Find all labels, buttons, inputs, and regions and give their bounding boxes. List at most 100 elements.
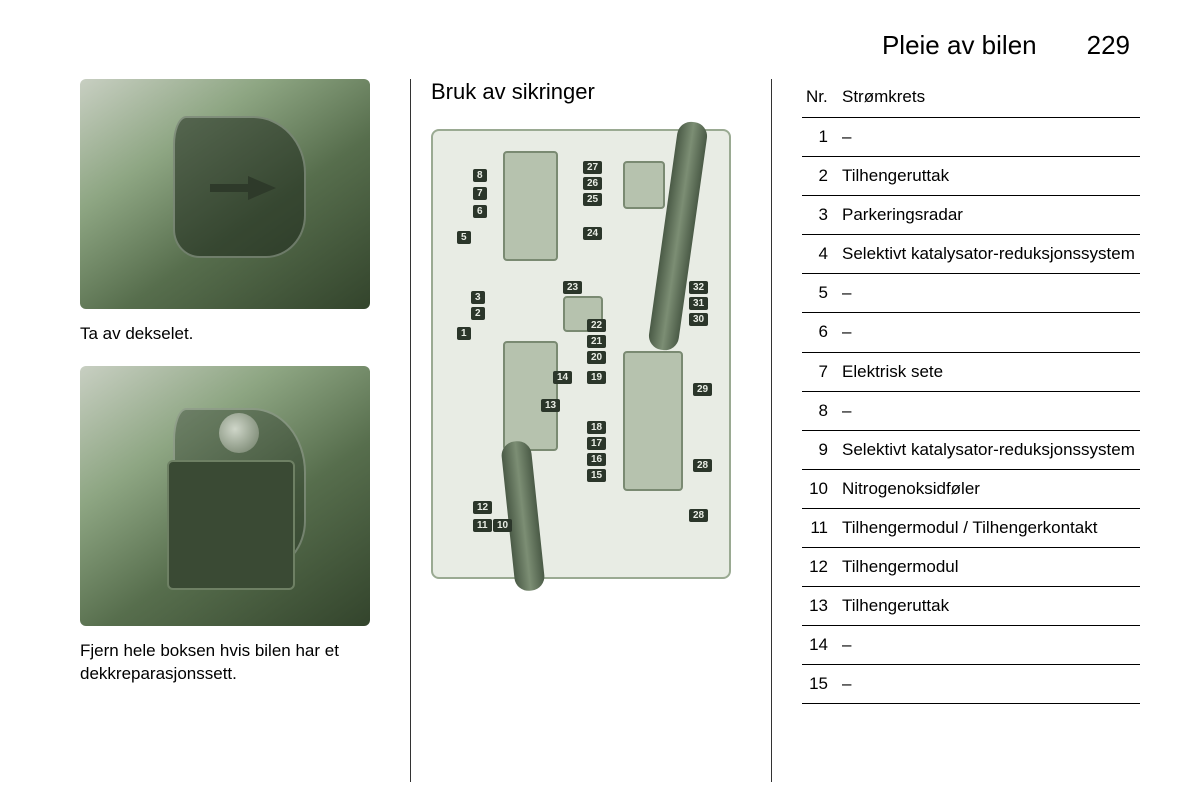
table-row: 15– (802, 665, 1140, 704)
fuse-number-cell: 12 (802, 548, 838, 587)
connector-bottom (503, 341, 558, 451)
fuse-19-label: 20 (587, 351, 606, 364)
table-row: 14– (802, 626, 1140, 665)
table-row: 1– (802, 118, 1140, 157)
fuse-18-label: 19 (587, 371, 606, 384)
knob-icon (219, 413, 259, 453)
relay-block-top (623, 161, 665, 209)
fuse-14-label: 15 (587, 469, 606, 482)
connector-top (503, 151, 558, 261)
fuse-circuit-cell: – (838, 274, 1140, 313)
fuse-number-cell: 15 (802, 665, 838, 704)
box-shape (167, 460, 295, 590)
fuse-circuit-cell: – (838, 665, 1140, 704)
fusebox-diagram: 8 7 6 5 27 26 25 24 3 2 1 23 22 21 20 14… (431, 129, 731, 579)
fuse-31-label: 31 (689, 297, 708, 310)
fuse-8-label: 8 (473, 169, 487, 182)
fuse-1-label: 1 (457, 327, 471, 340)
fuse-23-label: 24 (583, 227, 602, 240)
fuse-circuit-cell: Tilhengeruttak (838, 587, 1140, 626)
table-row: 6– (802, 313, 1140, 352)
connector-right (623, 351, 683, 491)
left-column: Ta av dekselet. Fjern hele boksen hvis b… (80, 79, 410, 782)
fuse-15-label: 16 (587, 453, 606, 466)
table-row: 13Tilhengeruttak (802, 587, 1140, 626)
fuse-number-cell: 1 (802, 118, 838, 157)
fuse-2-label: 2 (471, 307, 485, 320)
fuse-32-label: 32 (689, 281, 708, 294)
fuse-24-label: 25 (583, 193, 602, 206)
fuse-circuit-cell: – (838, 626, 1140, 665)
fuse-number-cell: 7 (802, 352, 838, 391)
fuse-26-label: 27 (583, 161, 602, 174)
table-row: 10Nitrogenoksidføler (802, 469, 1140, 508)
fuse-circuit-cell: Selektivt katalysator-reduksjonssystem (838, 430, 1140, 469)
page-header: Pleie av bilen 229 (80, 30, 1140, 61)
col-header-nr: Nr. (802, 79, 838, 118)
fuse-3-label: 3 (471, 291, 485, 304)
table-row: 9Selektivt katalysator-reduksjonssystem (802, 430, 1140, 469)
fuse-11-label: 12 (473, 501, 492, 514)
fuse-circuit-cell: Elektrisk sete (838, 352, 1140, 391)
fuse-17-label: 18 (587, 421, 606, 434)
fuse-number-cell: 9 (802, 430, 838, 469)
fuse-number-cell: 10 (802, 469, 838, 508)
fuse-27-label: 28 (689, 509, 708, 522)
table-row: 3Parkeringsradar (802, 196, 1140, 235)
fuse-6-label: 6 (473, 205, 487, 218)
fuse-10-label: 11 (473, 519, 492, 532)
fuse-7-label: 7 (473, 187, 487, 200)
fuse-circuit-cell: Tilhengermodul (838, 548, 1140, 587)
fuse-20-label: 21 (587, 335, 606, 348)
arrow-icon (208, 176, 278, 200)
section-heading: Bruk av sikringer (431, 79, 751, 105)
fuse-number-cell: 2 (802, 157, 838, 196)
fuse-circuit-cell: – (838, 313, 1140, 352)
fuse-circuit-cell: Tilhengermodul / Tilhengerkontakt (838, 508, 1140, 547)
fuse-21-label: 22 (587, 319, 606, 332)
fuse-22-label: 23 (563, 281, 582, 294)
fuse-number-cell: 6 (802, 313, 838, 352)
caption-1: Ta av dekselet. (80, 323, 390, 346)
table-row: 5– (802, 274, 1140, 313)
cable-bottom (500, 440, 546, 592)
fuse-number-cell: 3 (802, 196, 838, 235)
fuse-number-cell: 4 (802, 235, 838, 274)
table-row: 7Elektrisk sete (802, 352, 1140, 391)
fuse-circuit-cell: Parkeringsradar (838, 196, 1140, 235)
caption-2: Fjern hele boksen hvis bilen har et dekk… (80, 640, 390, 686)
table-row: 11Tilhengermodul / Tilhengerkontakt (802, 508, 1140, 547)
fuse-number-cell: 14 (802, 626, 838, 665)
page-number: 229 (1087, 30, 1130, 61)
figure-cover-removal (80, 79, 370, 309)
table-row: 12Tilhengermodul (802, 548, 1140, 587)
table-row: 2Tilhengeruttak (802, 157, 1140, 196)
fuse-circuit-cell: – (838, 118, 1140, 157)
fuse-number-cell: 11 (802, 508, 838, 547)
fuse-number-cell: 13 (802, 587, 838, 626)
fuse-number-cell: 8 (802, 391, 838, 430)
right-column: Nr. Strømkrets 1–2Tilhengeruttak3Parkeri… (772, 79, 1140, 782)
fuse-9-label: 10 (493, 519, 512, 532)
table-row: 4Selektivt katalysator-reduksjonssystem (802, 235, 1140, 274)
fuse-16-label: 17 (587, 437, 606, 450)
fuse-12-label: 13 (541, 399, 560, 412)
fuse-13-label: 14 (553, 371, 572, 384)
manual-page: Pleie av bilen 229 Ta av dekselet. Fjern… (0, 0, 1200, 802)
table-row: 8– (802, 391, 1140, 430)
fuse-table: Nr. Strømkrets 1–2Tilhengeruttak3Parkeri… (802, 79, 1140, 704)
fuse-30-label: 30 (689, 313, 708, 326)
fuse-circuit-cell: Selektivt katalysator-reduksjonssystem (838, 235, 1140, 274)
col-header-circuit: Strømkrets (838, 79, 1140, 118)
header-title: Pleie av bilen (882, 30, 1037, 61)
fuse-28-label: 28 (693, 459, 712, 472)
fuse-circuit-cell: Nitrogenoksidføler (838, 469, 1140, 508)
fuse-circuit-cell: Tilhengeruttak (838, 157, 1140, 196)
fuse-29-label: 29 (693, 383, 712, 396)
fuse-5-label: 5 (457, 231, 471, 244)
figure-box-removal (80, 366, 370, 626)
middle-column: Bruk av sikringer 8 7 6 5 27 26 25 24 (411, 79, 771, 782)
content-columns: Ta av dekselet. Fjern hele boksen hvis b… (80, 79, 1140, 782)
fuse-number-cell: 5 (802, 274, 838, 313)
fuse-25-label: 26 (583, 177, 602, 190)
